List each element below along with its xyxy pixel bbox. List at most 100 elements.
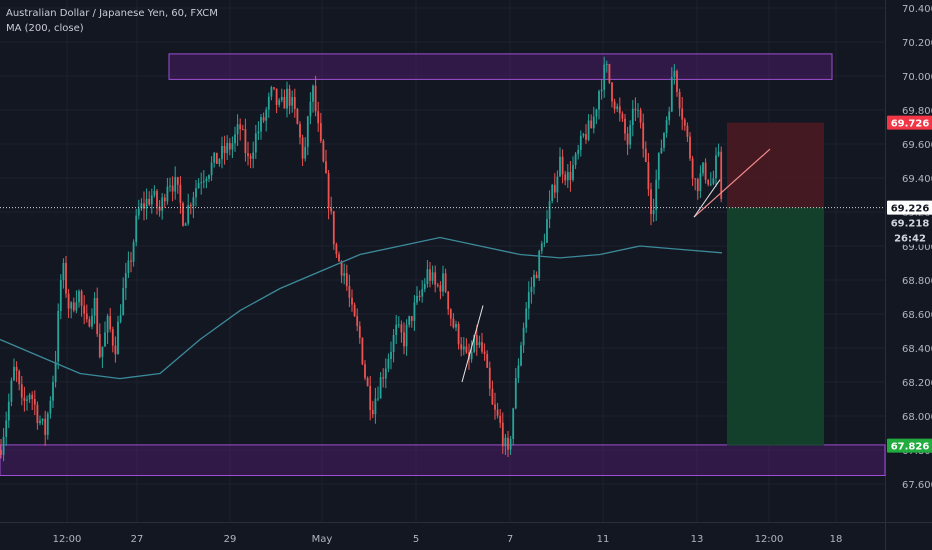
candle-body [65,262,67,294]
take-profit-zone [727,207,824,446]
candle-body [390,351,392,359]
candle-body [286,88,288,109]
candle-body [241,129,244,131]
candle-body [618,106,621,114]
candle-body [551,184,554,202]
candle-body [509,438,512,450]
x-tick-label: 27 [131,534,144,545]
candle-body [312,85,314,102]
candle-body [0,450,2,455]
y-tick-label: 68.200 [902,378,932,389]
candle-body [189,204,192,207]
candle-body [119,315,122,322]
candle-body [270,87,273,97]
candle-body [546,219,548,243]
candle-body [514,377,517,409]
candle-body [600,89,603,92]
candle-body [7,401,10,421]
candle-body [85,313,88,320]
candle-body [179,184,182,204]
x-tick-label: 18 [830,534,843,545]
candle-body [403,332,405,347]
secondary-price-label: 69.218 [891,219,930,230]
candle-body [512,408,515,439]
y-tick-label: 67.600 [902,480,932,491]
candle-body [137,208,140,216]
y-tick-label: 70.200 [902,38,932,49]
candle-body [208,175,210,179]
candle-body [478,342,481,346]
stop-price-label: 69.726 [891,119,930,130]
candle-body [213,152,216,163]
candle-body [80,291,83,306]
x-tick-label: 12:00 [755,534,784,545]
candle-body [553,184,556,193]
x-tick-label: 7 [507,534,513,545]
candle-body [273,87,275,89]
candle-body [603,64,606,90]
stop-loss-zone [727,122,824,208]
candle-body [327,173,330,209]
candle-body [520,345,522,366]
candle-body [262,117,265,121]
y-tick-label: 69.800 [902,106,932,117]
candle-body [579,135,582,150]
candle-body [449,309,452,319]
candle-body [184,223,187,226]
candle-body [364,364,366,378]
candle-body [470,351,473,360]
candle-body [330,208,333,212]
current-price-label: 69.226 [891,204,930,215]
candle-body [192,197,195,207]
candle-body [423,284,426,290]
candle-body [98,334,101,358]
candle-body [275,88,278,105]
candle-body [15,366,18,371]
candle-body [18,370,21,385]
candle-body [348,286,351,298]
candle-body [689,136,691,159]
candle-body [595,109,598,117]
candle-body [88,319,91,327]
candle-body [699,173,702,192]
candle-body [408,316,411,325]
candle-body [475,335,478,346]
candle-body [31,394,34,399]
candle-body [522,327,525,346]
candle-body [369,385,372,411]
candle-body [252,152,255,159]
candle-body [639,109,642,123]
candle-body [642,122,645,149]
candle-body [2,436,5,455]
candle-body [104,332,106,347]
candle-body [171,185,174,192]
candle-body [374,398,377,415]
candle-body [707,179,710,185]
candle-body [660,147,663,153]
candle-body [351,297,353,305]
candle-body [59,280,62,311]
candle-body [400,324,403,333]
y-tick-label: 70.400 [902,4,932,15]
candle-body [410,316,413,321]
candle-body [106,316,109,333]
candle-body [517,365,520,378]
candle-body [483,351,486,354]
y-tick-label: 68.600 [902,310,932,321]
candle-body [488,367,491,389]
candle-body [221,145,223,160]
candle-body [533,274,535,287]
candle-body [257,131,260,134]
candle-body [442,273,444,292]
candle-body [691,158,694,179]
candle-body [234,134,236,144]
candle-body [611,82,613,102]
candle-body [704,162,707,180]
candle-body [140,203,143,209]
candle-body [678,91,681,109]
candle-body [267,96,270,110]
candle-body [114,345,117,355]
candle-body [353,304,356,317]
